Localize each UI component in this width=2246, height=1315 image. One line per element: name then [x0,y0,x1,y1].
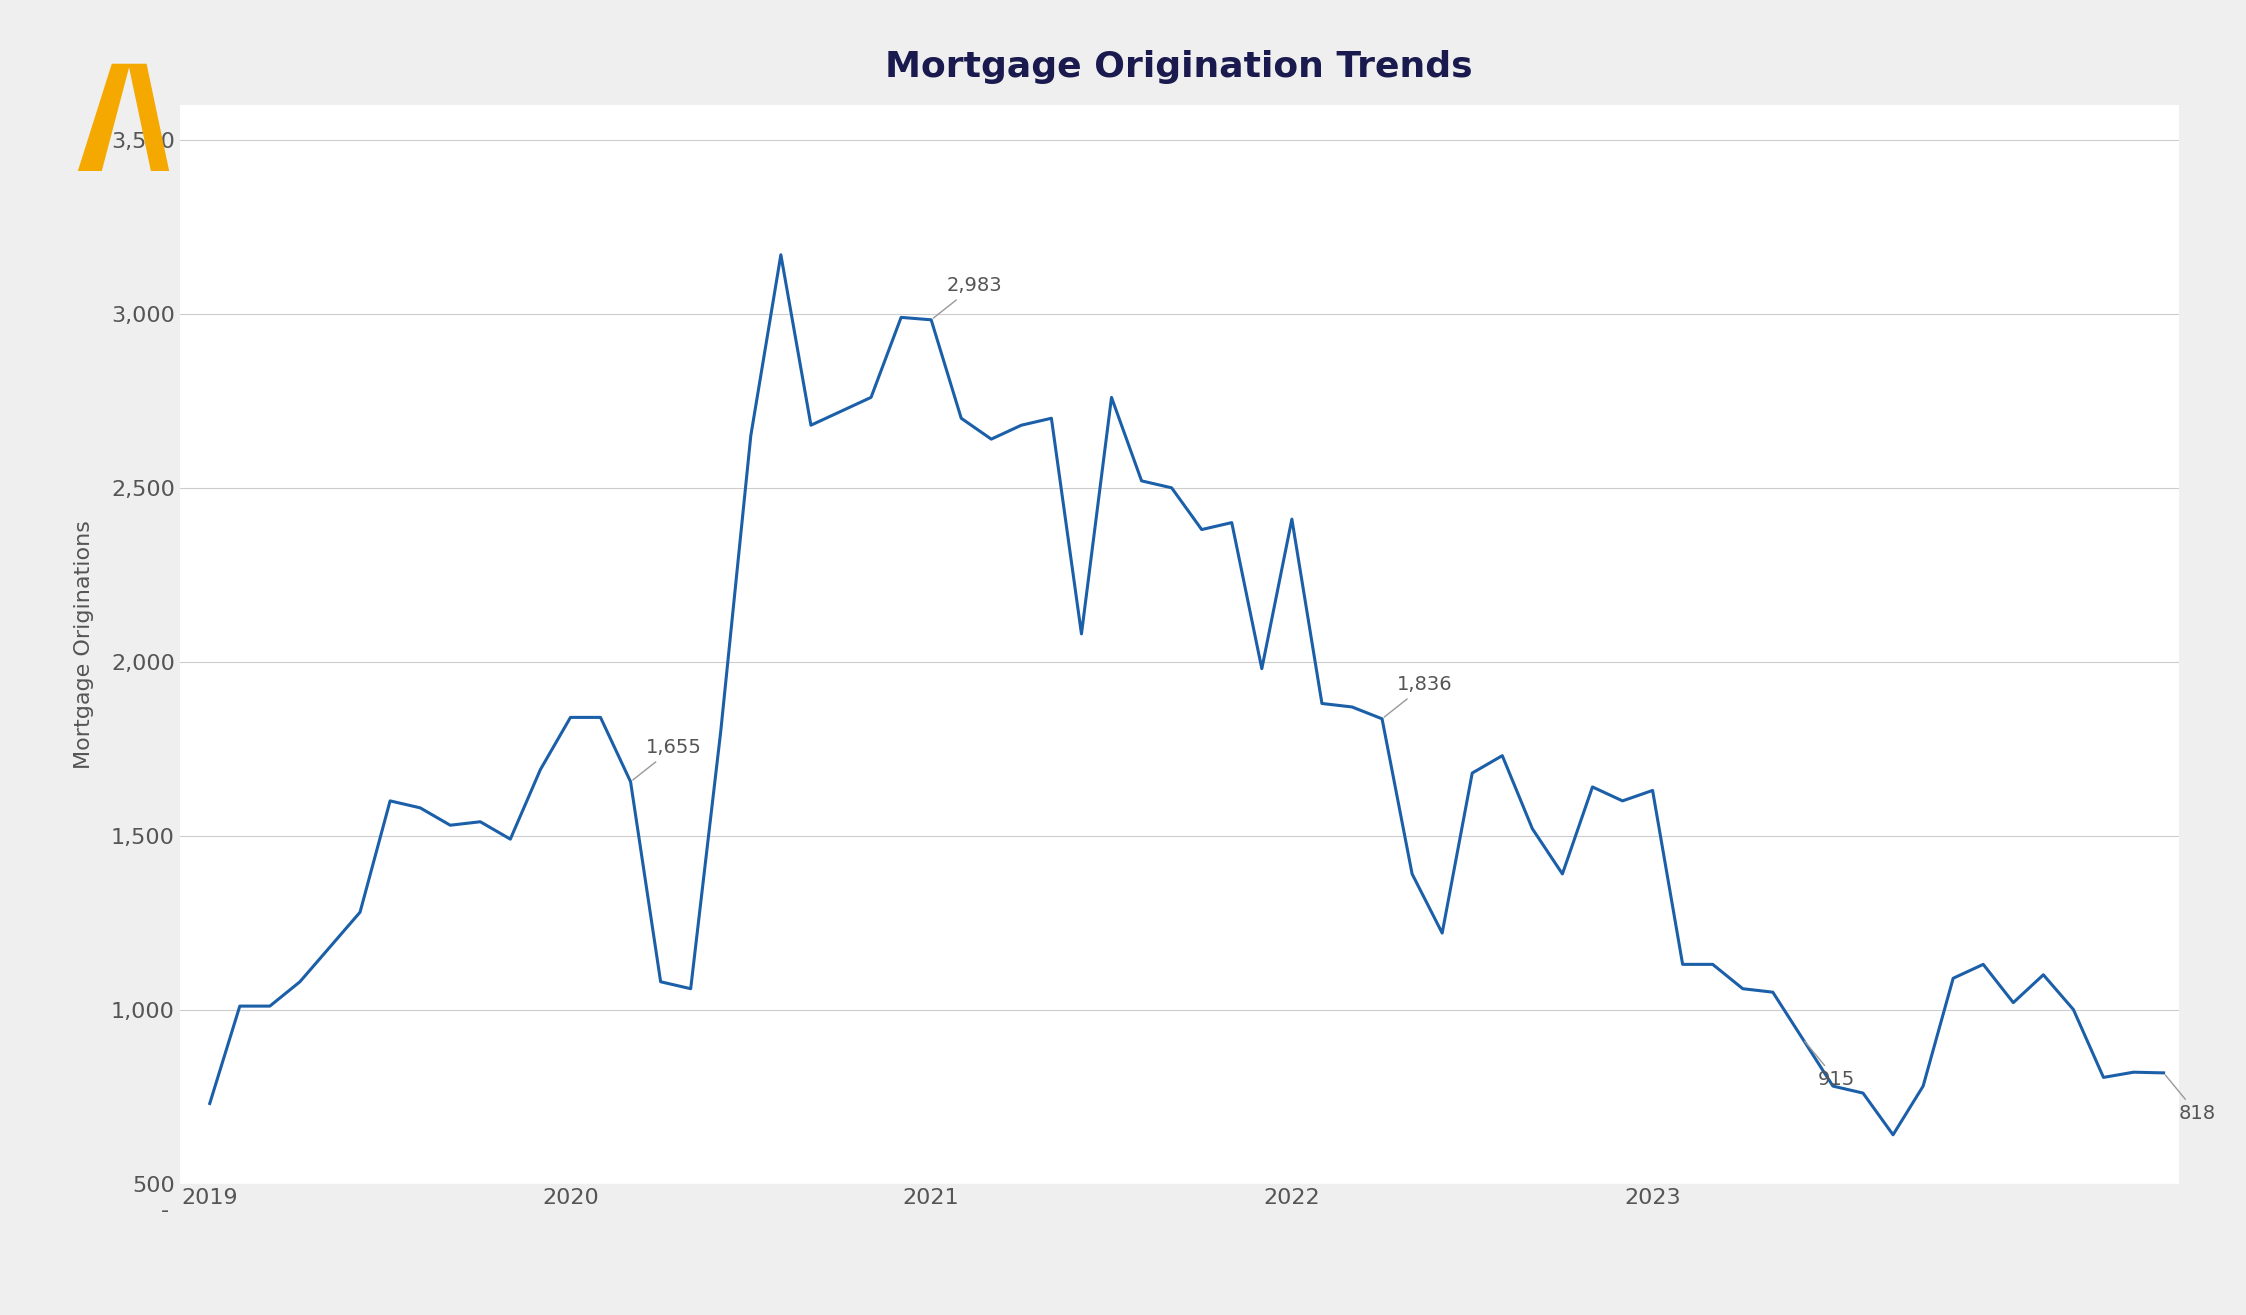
Y-axis label: Mortgage Originations: Mortgage Originations [74,519,94,769]
Polygon shape [130,64,168,171]
Text: 1,836: 1,836 [1384,676,1453,717]
Text: 818: 818 [2165,1076,2217,1123]
Text: -: - [159,1202,168,1222]
Text: 915: 915 [1804,1041,1855,1089]
Title: Mortgage Origination Trends: Mortgage Origination Trends [885,50,1473,84]
Polygon shape [79,64,130,171]
Text: 2,983: 2,983 [934,276,1002,318]
Text: 1,655: 1,655 [633,739,701,780]
